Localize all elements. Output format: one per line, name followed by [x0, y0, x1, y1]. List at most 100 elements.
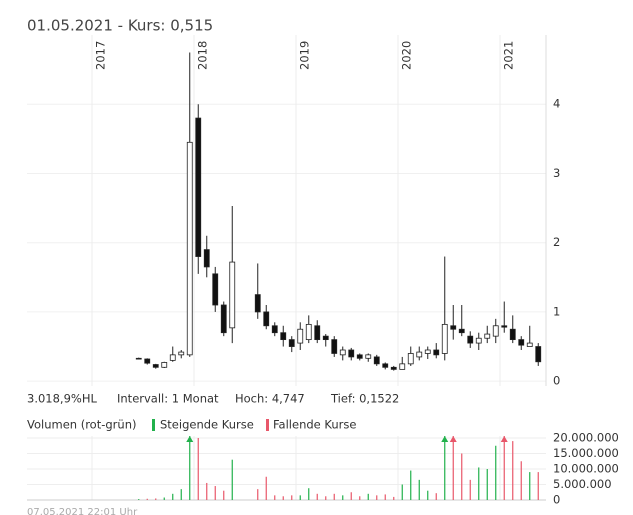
stat: Intervall: 1 Monat: [117, 392, 219, 406]
volume-bar: [444, 436, 446, 500]
x-tick-label: 2019: [298, 41, 312, 70]
volume-bar: [393, 496, 395, 500]
candle-body: [518, 339, 525, 346]
candle-body: [203, 249, 210, 268]
candle-body: [365, 354, 372, 359]
candle-body: [271, 325, 278, 334]
volume-bar: [537, 472, 539, 500]
candle-body: [424, 349, 431, 354]
stat: 3.018,9%HL: [27, 392, 97, 406]
candle-body: [492, 325, 499, 337]
volume-bar: [308, 488, 310, 500]
candle-body: [458, 328, 465, 334]
y-tick-label: 20.000.000: [553, 431, 619, 445]
volume-bar: [461, 453, 463, 500]
candle-body: [416, 351, 423, 358]
volume-bar: [384, 494, 386, 500]
volume-bar: [367, 493, 369, 500]
candle-body: [331, 339, 338, 354]
volume-bar: [350, 492, 352, 500]
x-tick-label: 2021: [502, 41, 516, 70]
volume-bar: [495, 445, 497, 500]
volume-bar: [172, 493, 174, 500]
x-tick-label: 2017: [94, 41, 108, 70]
volume-bar: [401, 484, 403, 500]
candle-body: [169, 354, 176, 361]
candle-body: [526, 342, 533, 347]
volume-bar: [274, 495, 276, 500]
x-tick-label: 2018: [196, 41, 210, 70]
volume-bar: [189, 436, 191, 500]
volume-bar: [291, 495, 293, 500]
volume-bar: [265, 476, 267, 500]
candle-body: [441, 323, 448, 354]
candle-body: [297, 328, 304, 344]
volume-bar: [299, 495, 301, 500]
candle-body: [475, 337, 482, 344]
volume-bar: [155, 498, 157, 500]
volume-label: Volumen (rot-grün): [27, 418, 136, 432]
volume-bar: [231, 459, 233, 500]
legend-swatch: [266, 419, 269, 431]
legend-swatch: [152, 419, 155, 431]
volume-bar: [282, 496, 284, 500]
candle-body: [195, 117, 202, 257]
candle-body: [263, 311, 270, 327]
volume-bar: [214, 486, 216, 500]
volume-bar: [206, 482, 208, 500]
y-tick-label: 15.000.000: [553, 446, 619, 460]
candle-body: [186, 141, 193, 356]
candle-body: [467, 335, 474, 344]
candle-body: [280, 332, 287, 341]
volume-bar: [418, 479, 420, 500]
y-tick-label: 2: [553, 235, 560, 249]
volume-bar: [359, 496, 361, 500]
volume-bar: [427, 490, 429, 500]
candle-body: [407, 353, 414, 365]
volume-bar: [163, 497, 165, 500]
volume-bar: [410, 470, 412, 500]
volume-bar: [223, 490, 225, 500]
candle-body: [314, 325, 321, 341]
overflow-arrow: [441, 436, 449, 442]
volume-bar: [146, 498, 148, 500]
candle-body: [305, 323, 312, 341]
candle-body: [152, 364, 159, 368]
candle-body: [373, 356, 380, 365]
volume-bar: [520, 461, 522, 500]
volume-bar: [316, 493, 318, 500]
volume-bar: [325, 496, 327, 500]
volume-bar: [197, 438, 199, 500]
candle-body: [348, 349, 355, 358]
y-tick-label: 3: [553, 166, 560, 180]
candle-body: [535, 346, 542, 363]
candle-body: [322, 335, 329, 341]
volume-bar: [376, 495, 378, 500]
candle-body: [356, 354, 363, 359]
y-tick-label: 5.000.000: [553, 477, 612, 491]
candle-body: [339, 349, 346, 356]
candle-body: [254, 294, 261, 313]
volume-bar: [138, 499, 140, 500]
y-tick-label: 1: [553, 304, 560, 318]
candle-body: [229, 261, 236, 329]
candle-body: [433, 349, 440, 356]
candle-body: [390, 366, 397, 370]
volume-bar: [503, 436, 505, 500]
overflow-arrow: [449, 436, 457, 442]
candle-body: [484, 333, 491, 339]
candle-body: [399, 363, 406, 370]
volume-bar: [452, 436, 454, 500]
volume-bar: [180, 489, 182, 500]
footer: 07.05.2021 22:01 Uhr: [27, 507, 138, 515]
candle-body: [178, 351, 185, 356]
volume-bar: [333, 493, 335, 500]
candle-body: [161, 362, 168, 368]
y-tick-label: 0: [553, 374, 560, 388]
volume-bar: [529, 472, 531, 500]
legend-label: Fallende Kurse: [273, 418, 356, 432]
y-tick-label: 10.000.000: [553, 462, 619, 476]
x-tick-label: 2020: [400, 41, 414, 70]
y-tick-label: 4: [553, 97, 560, 111]
